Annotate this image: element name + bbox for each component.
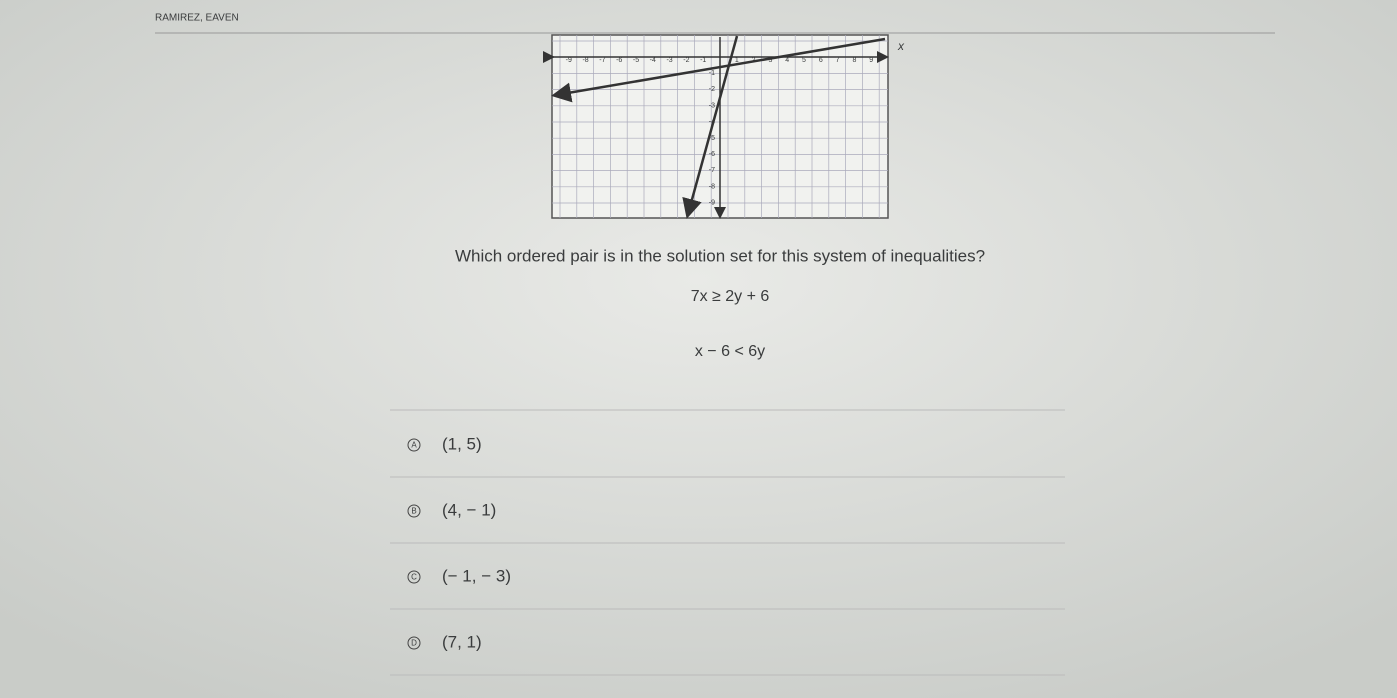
x-tick-label: 8 [852, 57, 856, 64]
boundary-line [551, 37, 886, 103]
question-text: Which ordered pair is in the solution se… [455, 246, 985, 265]
answer-choice[interactable]: A (1, 5) [390, 413, 1065, 477]
x-tick-label: 4 [785, 57, 789, 64]
y-tick-label: -7 [709, 167, 715, 174]
answer-choice[interactable]: B (4, − 1) [390, 479, 1065, 543]
choice-text[interactable]: (1, 5) [442, 434, 482, 453]
inequality: x − 6 < 6y [695, 343, 765, 360]
x-tick-label: -7 [599, 57, 605, 64]
x-tick-label: -2 [683, 57, 689, 64]
answer-choice[interactable]: D (7, 1) [390, 611, 1065, 675]
choice-bubble[interactable] [407, 636, 421, 650]
x-tick-label: 1 [735, 57, 739, 64]
choice-hit-area[interactable] [390, 611, 1065, 675]
axis-label: x [897, 39, 905, 53]
choice-bubble[interactable] [407, 570, 421, 584]
answer-choice[interactable]: C (− 1, − 3) [390, 545, 1065, 609]
x-tick-label: 9 [869, 57, 873, 64]
choice-letter[interactable]: C [411, 573, 417, 582]
x-tick-label: -1 [700, 57, 706, 64]
x-tick-label: -6 [616, 57, 622, 64]
x-tick-label: -5 [633, 57, 639, 64]
choice-bubble[interactable] [407, 504, 421, 518]
x-tick-label: 7 [836, 57, 840, 64]
x-tick-label: -8 [582, 57, 588, 64]
y-tick-label: -9 [709, 200, 715, 207]
x-tick-label: -9 [566, 57, 572, 64]
choice-text[interactable]: (4, − 1) [442, 500, 496, 519]
y-tick-label: -1 [709, 70, 715, 77]
choice-bubble[interactable] [407, 438, 421, 452]
y-tick-label: -3 [709, 102, 715, 109]
y-tick-label: -5 [709, 135, 715, 142]
inequality: 7x ≥ 2y + 6 [691, 288, 770, 305]
x-tick-label: 3 [768, 57, 772, 64]
x-tick-label: 6 [819, 57, 823, 64]
choice-letter[interactable]: D [411, 639, 417, 648]
choice-text[interactable]: (7, 1) [442, 632, 482, 651]
y-tick-label: -2 [709, 86, 715, 93]
x-tick-label: -3 [666, 57, 672, 64]
choice-text[interactable]: (− 1, − 3) [442, 566, 511, 585]
x-tick-label: -4 [650, 57, 656, 64]
y-tick-label: -6 [709, 151, 715, 158]
x-tick-label: 5 [802, 57, 806, 64]
student-name: RAMIREZ, EAVEN [155, 13, 239, 24]
y-tick-label: -4 [709, 119, 715, 126]
choice-hit-area[interactable] [390, 413, 1065, 477]
choice-letter[interactable]: A [411, 441, 417, 450]
choice-letter[interactable]: B [411, 507, 416, 516]
y-tick-label: -8 [709, 183, 715, 190]
